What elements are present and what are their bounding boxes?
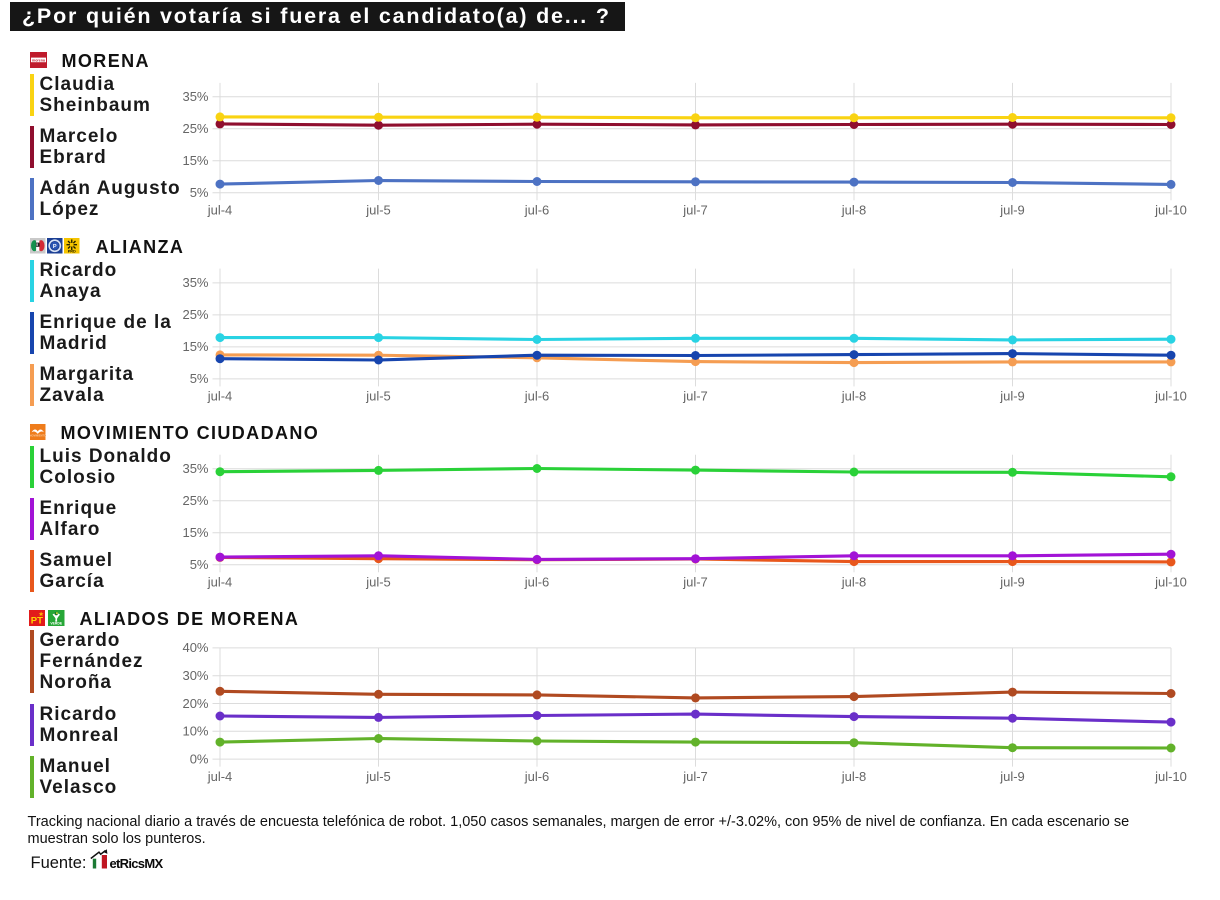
svg-text:jul-7: jul-7 (682, 203, 708, 218)
svg-text:jul-6: jul-6 (524, 203, 550, 218)
svg-text:5%: 5% (190, 371, 209, 386)
svg-text:etRicsMX: etRicsMX (110, 856, 164, 871)
svg-text:15%: 15% (182, 525, 208, 540)
svg-text:5%: 5% (190, 557, 209, 572)
svg-text:0%: 0% (190, 751, 209, 766)
svg-text:jul-10: jul-10 (1154, 769, 1187, 784)
svg-text:35%: 35% (182, 461, 208, 476)
svg-text:jul-10: jul-10 (1154, 203, 1187, 218)
svg-text:25%: 25% (182, 121, 208, 136)
svg-text:15%: 15% (182, 339, 208, 354)
svg-text:5%: 5% (190, 185, 209, 200)
svg-text:jul-4: jul-4 (207, 575, 233, 590)
svg-text:jul-8: jul-8 (841, 769, 867, 784)
svg-text:jul-6: jul-6 (524, 389, 550, 404)
svg-text:jul-5: jul-5 (365, 769, 391, 784)
svg-text:jul-4: jul-4 (207, 769, 233, 784)
svg-text:40%: 40% (182, 640, 208, 655)
svg-text:PT: PT (30, 616, 42, 626)
svg-text:jul-10: jul-10 (1154, 575, 1187, 590)
svg-text:jul-6: jul-6 (524, 575, 550, 590)
svg-text:jul-8: jul-8 (841, 389, 867, 404)
svg-text:jul-7: jul-7 (682, 389, 708, 404)
svg-text:jul-9: jul-9 (999, 575, 1025, 590)
svg-text:jul-8: jul-8 (841, 203, 867, 218)
svg-text:jul-10: jul-10 (1154, 389, 1187, 404)
svg-text:morena: morena (32, 58, 46, 62)
svg-text:jul-5: jul-5 (365, 389, 391, 404)
svg-text:VERDE: VERDE (50, 622, 62, 626)
svg-text:jul-4: jul-4 (207, 389, 233, 404)
svg-text:jul-7: jul-7 (682, 769, 708, 784)
svg-text:30%: 30% (182, 668, 208, 683)
svg-text:35%: 35% (182, 275, 208, 290)
svg-text:jul-5: jul-5 (365, 575, 391, 590)
svg-text:jul-9: jul-9 (999, 389, 1025, 404)
svg-text:jul-7: jul-7 (682, 575, 708, 590)
svg-text:PRD: PRD (68, 249, 76, 253)
svg-text:jul-9: jul-9 (999, 203, 1025, 218)
svg-text:35%: 35% (182, 89, 208, 104)
svg-text:jul-6: jul-6 (524, 769, 550, 784)
svg-text:jul-4: jul-4 (207, 203, 233, 218)
svg-text:10%: 10% (182, 724, 208, 739)
svg-text:P: P (53, 244, 57, 250)
svg-text:20%: 20% (182, 696, 208, 711)
svg-text:25%: 25% (182, 307, 208, 322)
svg-text:jul-8: jul-8 (841, 575, 867, 590)
svg-text:jul-5: jul-5 (365, 203, 391, 218)
svg-text:25%: 25% (182, 493, 208, 508)
svg-text:jul-9: jul-9 (999, 769, 1025, 784)
svg-text:15%: 15% (182, 153, 208, 168)
svg-text:MOVIMIENTO: MOVIMIENTO (30, 434, 46, 438)
